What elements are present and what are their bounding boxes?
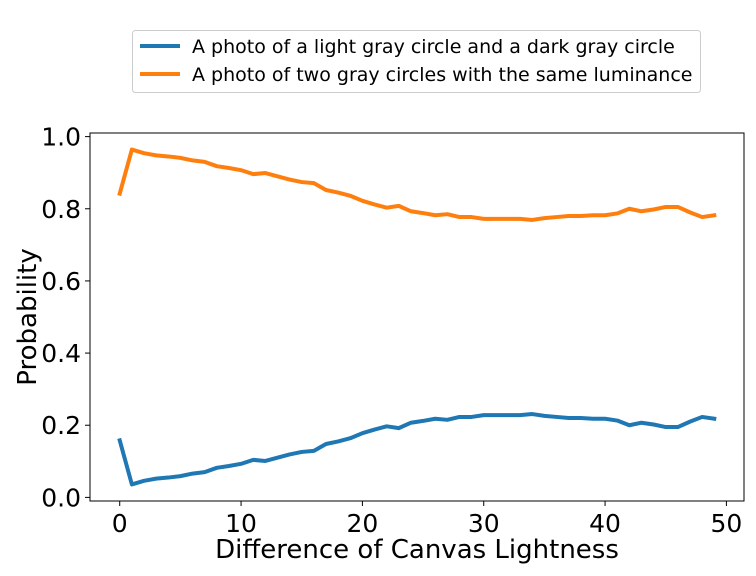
series-line-1 [120, 150, 715, 220]
y-tick-label: 0.4 [41, 339, 81, 368]
x-tick-label: 40 [589, 509, 621, 538]
y-tick-label: 0.0 [41, 483, 81, 512]
x-tick-label: 10 [225, 509, 257, 538]
y-tick-label: 0.2 [41, 411, 81, 440]
x-tick-label: 0 [112, 509, 128, 538]
legend-label-same-luminance: A photo of two gray circles with the sam… [192, 64, 692, 86]
axes-frame [90, 133, 744, 501]
x-tick-label: 30 [468, 509, 500, 538]
plot-area: 0 10 20 30 40 50 0.0 0.2 0.4 0.6 0.8 1.0 [41, 123, 744, 538]
legend: A photo of a light gray circle and a dar… [133, 31, 701, 93]
series-line-0 [120, 414, 715, 484]
y-axis-ticks: 0.0 0.2 0.4 0.6 0.8 1.0 [41, 123, 90, 513]
y-tick-label: 0.8 [41, 195, 81, 224]
x-tick-label: 50 [711, 509, 743, 538]
x-axis-ticks: 0 10 20 30 40 50 [112, 501, 743, 538]
x-axis-label: Difference of Canvas Lightness [215, 535, 619, 565]
x-tick-label: 20 [346, 509, 378, 538]
series-layer [120, 150, 715, 485]
legend-label-light-dark: A photo of a light gray circle and a dar… [192, 36, 675, 58]
y-tick-label: 0.6 [41, 267, 81, 296]
y-tick-label: 1.0 [41, 123, 81, 152]
y-axis-label: Probability [13, 248, 43, 385]
